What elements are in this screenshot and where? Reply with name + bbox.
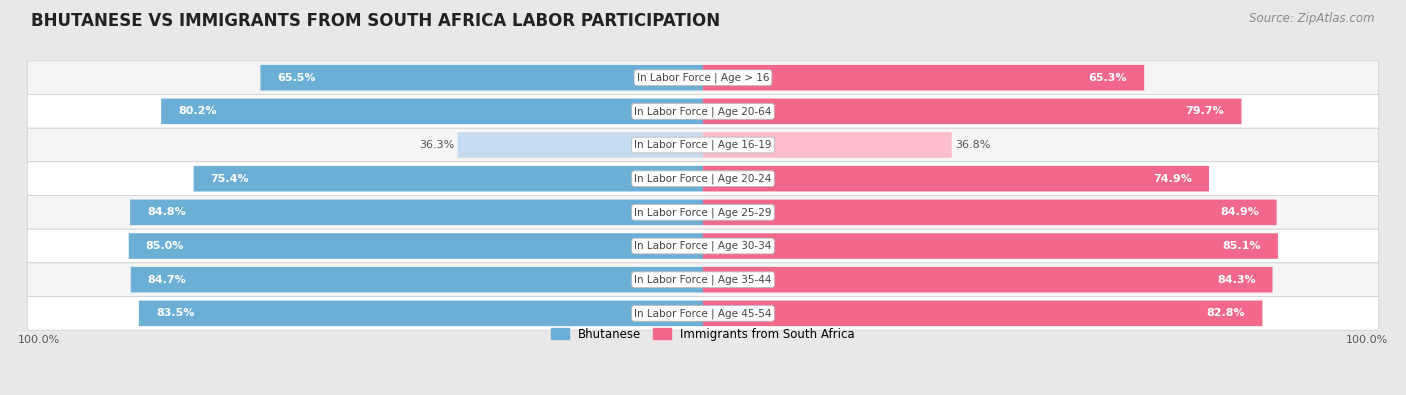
Text: 36.8%: 36.8% <box>955 140 990 150</box>
Text: 65.5%: 65.5% <box>277 73 316 83</box>
FancyBboxPatch shape <box>260 65 703 90</box>
Text: In Labor Force | Age 16-19: In Labor Force | Age 16-19 <box>634 140 772 150</box>
FancyBboxPatch shape <box>703 166 1209 192</box>
FancyBboxPatch shape <box>139 301 703 326</box>
Text: 100.0%: 100.0% <box>17 335 59 344</box>
Text: In Labor Force | Age 45-54: In Labor Force | Age 45-54 <box>634 308 772 319</box>
FancyBboxPatch shape <box>458 132 703 158</box>
FancyBboxPatch shape <box>703 267 1272 292</box>
FancyBboxPatch shape <box>703 233 1278 259</box>
Text: Source: ZipAtlas.com: Source: ZipAtlas.com <box>1250 12 1375 25</box>
Text: 80.2%: 80.2% <box>179 106 217 117</box>
FancyBboxPatch shape <box>27 263 1379 297</box>
Text: 84.9%: 84.9% <box>1220 207 1260 217</box>
Text: 100.0%: 100.0% <box>1347 335 1389 344</box>
Legend: Bhutanese, Immigrants from South Africa: Bhutanese, Immigrants from South Africa <box>551 328 855 341</box>
FancyBboxPatch shape <box>129 233 703 259</box>
Text: 84.3%: 84.3% <box>1216 275 1256 285</box>
Text: 85.1%: 85.1% <box>1222 241 1261 251</box>
Text: In Labor Force | Age > 16: In Labor Force | Age > 16 <box>637 72 769 83</box>
Text: In Labor Force | Age 35-44: In Labor Force | Age 35-44 <box>634 275 772 285</box>
Text: BHUTANESE VS IMMIGRANTS FROM SOUTH AFRICA LABOR PARTICIPATION: BHUTANESE VS IMMIGRANTS FROM SOUTH AFRIC… <box>31 12 720 30</box>
Text: 75.4%: 75.4% <box>211 174 249 184</box>
Text: In Labor Force | Age 20-24: In Labor Force | Age 20-24 <box>634 173 772 184</box>
Text: 82.8%: 82.8% <box>1206 308 1246 318</box>
Text: In Labor Force | Age 20-64: In Labor Force | Age 20-64 <box>634 106 772 117</box>
Text: In Labor Force | Age 25-29: In Labor Force | Age 25-29 <box>634 207 772 218</box>
Text: 36.3%: 36.3% <box>419 140 454 150</box>
Text: 65.3%: 65.3% <box>1088 73 1128 83</box>
FancyBboxPatch shape <box>27 196 1379 229</box>
FancyBboxPatch shape <box>703 199 1277 225</box>
Text: 83.5%: 83.5% <box>156 308 194 318</box>
FancyBboxPatch shape <box>131 199 703 225</box>
Text: 74.9%: 74.9% <box>1153 174 1192 184</box>
FancyBboxPatch shape <box>27 229 1379 263</box>
Text: 79.7%: 79.7% <box>1185 106 1225 117</box>
FancyBboxPatch shape <box>194 166 703 192</box>
FancyBboxPatch shape <box>162 99 703 124</box>
FancyBboxPatch shape <box>131 267 703 292</box>
FancyBboxPatch shape <box>27 297 1379 330</box>
FancyBboxPatch shape <box>703 65 1144 90</box>
FancyBboxPatch shape <box>27 128 1379 162</box>
FancyBboxPatch shape <box>703 99 1241 124</box>
Text: 84.7%: 84.7% <box>148 275 187 285</box>
FancyBboxPatch shape <box>703 132 952 158</box>
FancyBboxPatch shape <box>27 61 1379 94</box>
FancyBboxPatch shape <box>27 94 1379 128</box>
Text: 84.8%: 84.8% <box>148 207 186 217</box>
Text: 85.0%: 85.0% <box>146 241 184 251</box>
Text: In Labor Force | Age 30-34: In Labor Force | Age 30-34 <box>634 241 772 251</box>
FancyBboxPatch shape <box>27 162 1379 196</box>
FancyBboxPatch shape <box>703 301 1263 326</box>
